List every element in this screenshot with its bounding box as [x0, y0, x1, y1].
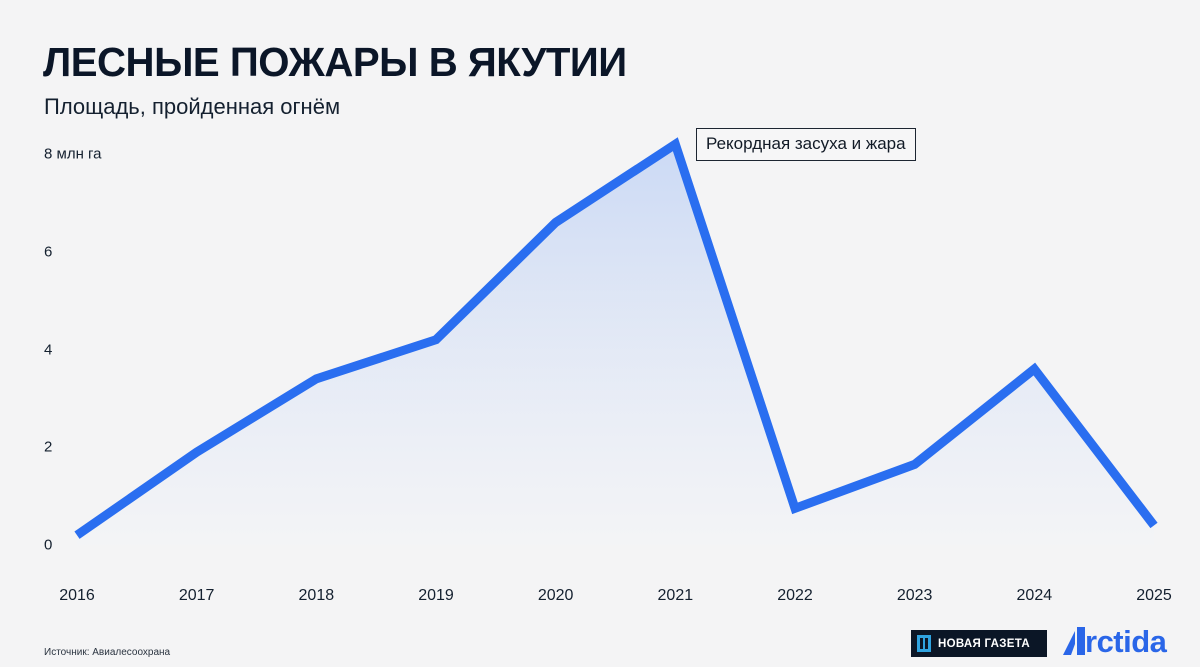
x-tick-label: 2018	[298, 587, 335, 604]
area-fill	[77, 144, 1154, 545]
arctida-logo: rctida	[1063, 623, 1167, 659]
x-tick-label: 2017	[178, 587, 215, 604]
chart-title: ЛЕСНЫЕ ПОЖАРЫ В ЯКУТИИ	[43, 39, 627, 85]
annotation-label: Рекордная засуха и жара	[696, 128, 916, 161]
x-tick-label: 2022	[777, 587, 813, 604]
novaya-gazeta-mark-icon	[917, 635, 931, 652]
x-tick-label: 2023	[896, 587, 933, 604]
x-tick-label: 2020	[537, 587, 574, 604]
y-tick-label: 2	[44, 438, 53, 456]
x-tick-label: 2019	[418, 587, 454, 604]
source-note: Источник: Авиалесоохрана	[44, 647, 171, 658]
chart-subtitle: Площадь, пройденная огнём	[44, 94, 341, 119]
x-tick-label: 2016	[59, 587, 95, 604]
novaya-gazeta-logo: НОВАЯ ГАЗЕТА	[911, 630, 1047, 657]
x-tick-label: 2024	[1016, 587, 1053, 604]
arctida-a-icon	[1063, 627, 1085, 655]
y-tick-label: 6	[44, 243, 53, 261]
y-tick-label: 4	[44, 341, 53, 358]
y-tick-label: 8 млн га	[44, 145, 102, 163]
y-tick-label: 0	[44, 536, 53, 554]
arctida-logo-text: rctida	[1085, 623, 1167, 659]
x-tick-label: 2025	[1136, 587, 1172, 604]
data-line	[74, 137, 1158, 539]
x-tick-label: 2021	[657, 587, 694, 604]
novaya-gazeta-logo-text: НОВАЯ ГАЗЕТА	[938, 637, 1030, 650]
